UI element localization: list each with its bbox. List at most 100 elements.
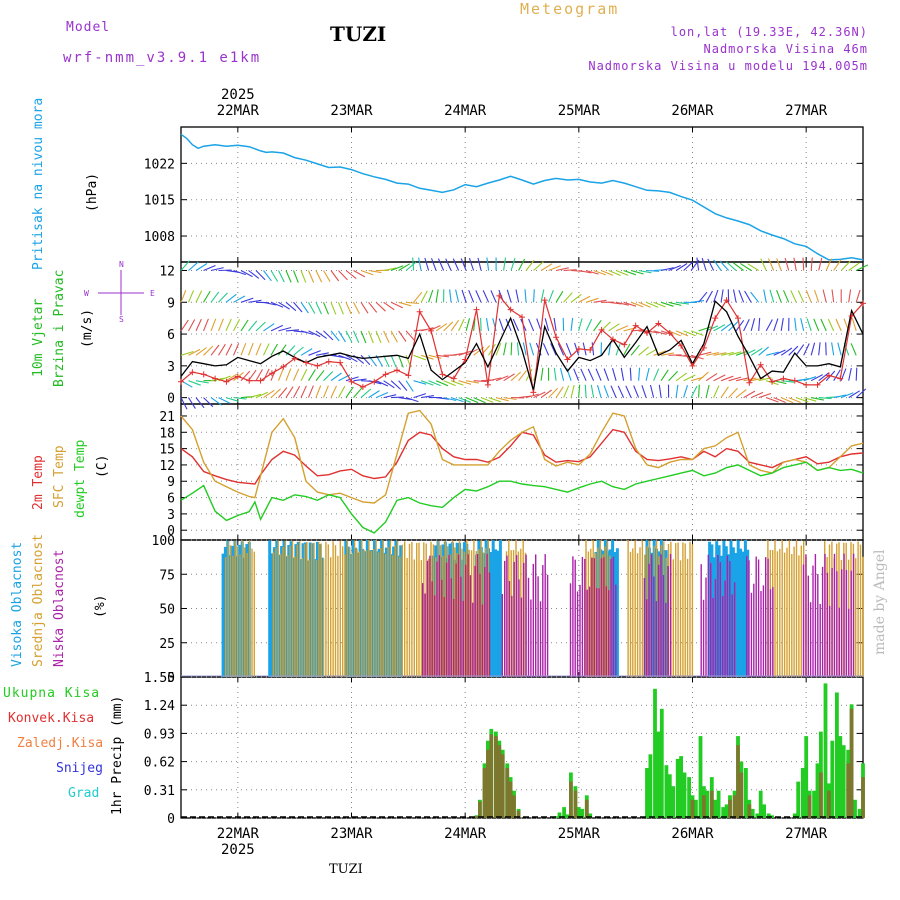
precip-label: 1hr Precip: [110, 736, 125, 815]
wind-arrow: [323, 330, 334, 341]
wind-arrow: [550, 343, 557, 356]
wind-arrow: [323, 371, 334, 382]
wind-arrow: [424, 257, 430, 271]
wind-arrow: [810, 374, 823, 382]
wind-arrow: [492, 318, 497, 332]
wind-arrow: [528, 318, 535, 332]
wind-arrow: [728, 387, 738, 398]
precip-total-bar: [849, 704, 854, 818]
wind-gust-marker: [439, 371, 446, 378]
precip-total-bar: [823, 683, 828, 818]
panel-frame: [180, 261, 864, 405]
precip-total-bar: [648, 754, 653, 818]
wind-arrow: [428, 380, 441, 387]
wind-arrow: [840, 392, 854, 399]
precip-total-bar: [762, 804, 766, 818]
wind-arrow: [555, 267, 569, 272]
wind-arrow: [443, 321, 454, 332]
precip-total-bar: [758, 790, 763, 818]
precip-unit: (mm): [110, 695, 125, 727]
precip-total-bar: [576, 807, 581, 818]
wind-arrow: [233, 397, 247, 400]
wind-arrow: [533, 368, 539, 381]
wind-arrow: [525, 393, 539, 399]
y-tick-label: 15: [159, 443, 175, 458]
precip-conv-bar: [807, 795, 812, 818]
y-tick-label: 0.93: [144, 727, 175, 742]
wind-arrow: [188, 380, 201, 386]
wind-arrow: [813, 289, 820, 303]
wind-arrow: [503, 373, 515, 382]
wind-arrow: [638, 269, 652, 274]
wind-arrow: [398, 330, 407, 342]
wind-arrow: [255, 270, 266, 281]
wind-arrow: [529, 342, 535, 356]
precip-total-bar: [792, 813, 797, 818]
wind-gust-marker: [234, 373, 241, 380]
precip-total-bar: [573, 786, 578, 818]
wind-arrow: [195, 397, 205, 409]
wind-arrow: [555, 290, 564, 303]
wind-arrow: [843, 318, 850, 332]
wind-arrow: [743, 390, 756, 399]
wind-arrow: [420, 354, 434, 360]
wind-arrow: [437, 258, 445, 271]
wind-gust-marker: [303, 359, 310, 366]
wind-arrow: [793, 257, 797, 271]
panel-frame: [180, 676, 864, 819]
precip-total-bar: [835, 692, 839, 818]
precip-total-bar: [804, 736, 809, 818]
precip-total-bar: [474, 815, 479, 818]
wind-arrow: [766, 380, 779, 386]
wind-arrow: [449, 289, 452, 303]
y-tick-label: 0.62: [144, 756, 175, 771]
precip-conv-bar: [732, 795, 737, 818]
wind-arrow: [345, 302, 352, 315]
wind-arrow: [473, 346, 485, 356]
wind-arrow: [735, 350, 749, 356]
wind-arrow: [360, 380, 375, 383]
wind-arrow: [445, 258, 452, 271]
wind-arrow: [631, 329, 645, 332]
model-name: wrf-nmm_v3.9.1 e1km: [63, 50, 262, 66]
mid-cloud-label: Srednja Oblacnost: [31, 533, 46, 667]
wind-arrow: [608, 301, 622, 305]
wind-arrow: [705, 352, 720, 356]
wind-arrow: [345, 330, 353, 343]
wind-arrow: [240, 270, 253, 278]
wind-arrow: [848, 367, 852, 381]
precip-conv-bar: [736, 745, 740, 818]
wind-gust-marker: [359, 384, 366, 391]
wind-arrow: [788, 345, 799, 356]
wind-arrow: [773, 318, 779, 332]
y-tick-label: 6: [167, 328, 175, 343]
wind-arrow: [308, 302, 316, 314]
wind-arrow: [278, 326, 292, 332]
precip-total-bar: [482, 763, 487, 818]
wind-arrow: [495, 375, 509, 382]
wind-arrow: [615, 325, 629, 332]
wind-arrow: [683, 374, 696, 382]
wind-arrow: [557, 343, 565, 356]
wind-arrow: [345, 270, 357, 280]
precip-total-bar: [584, 795, 589, 818]
wind-arrow: [210, 344, 220, 356]
wind-arrow: [383, 267, 397, 272]
wind-arrow: [398, 301, 412, 307]
y-tick-label: 9: [167, 475, 175, 490]
wind-arrow: [285, 301, 297, 312]
wind-arrow: [270, 343, 278, 356]
wind-arrow: [285, 329, 300, 332]
wind-arrow: [263, 270, 272, 282]
wind-arrow: [765, 319, 773, 332]
wind-arrow: [811, 397, 825, 401]
wind-arrow: [696, 257, 700, 271]
wind-arrow: [691, 300, 705, 303]
wind-label-2: Brzina i Pravac: [52, 269, 67, 387]
precip-conv-bar: [827, 790, 831, 818]
precip-conv-bar: [474, 816, 479, 818]
wind-arrow: [608, 269, 621, 277]
wind-arrow: [780, 347, 793, 356]
wind-arrow: [766, 397, 779, 403]
wind-arrow: [542, 343, 550, 356]
